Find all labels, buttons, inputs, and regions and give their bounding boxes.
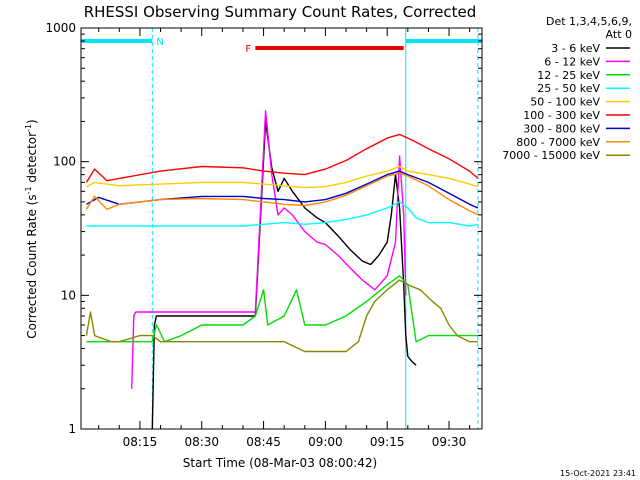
legend-label-1: 6 - 12 keV bbox=[544, 55, 600, 68]
y-axis-label-end: ) bbox=[25, 119, 39, 124]
x-tick-label-3: 09:00 bbox=[308, 435, 343, 449]
series-line-0 bbox=[151, 120, 417, 429]
y-axis-label-mid: detector bbox=[25, 132, 39, 187]
legend-label-2: 12 - 25 keV bbox=[537, 69, 600, 82]
flag-label-2: F bbox=[245, 44, 251, 55]
y-tick-label-0: 1 bbox=[68, 422, 76, 436]
y-tick-label-1: 10 bbox=[61, 288, 76, 302]
series-line-1 bbox=[131, 110, 407, 389]
legend-header-line1: Det 1,3,4,5,6,9, bbox=[546, 15, 632, 28]
y-axis-label-main: Corrected Count Rate (s bbox=[25, 194, 39, 338]
x-tick-label-5: 09:30 bbox=[432, 435, 467, 449]
y-axis-label-sup1: -1 bbox=[24, 186, 33, 194]
night-lines bbox=[80, 28, 479, 429]
legend-label-8: 7000 - 15000 keV bbox=[502, 149, 600, 162]
series-line-7 bbox=[85, 172, 479, 216]
y-tick-label-2: 100 bbox=[53, 155, 76, 169]
series-group bbox=[85, 110, 479, 429]
x-tick-label-2: 08:45 bbox=[246, 435, 281, 449]
y-axis-label: Corrected Count Rate (s-1 detector-1) bbox=[24, 119, 39, 338]
legend-label-7: 800 - 7000 keV bbox=[516, 136, 600, 149]
x-tick-label-4: 09:15 bbox=[370, 435, 405, 449]
chart-title: RHESSI Observing Summary Count Rates, Co… bbox=[84, 3, 477, 21]
y-axis: 1 10 100 1000 bbox=[45, 21, 482, 436]
series-line-4 bbox=[86, 165, 479, 189]
legend-header-line2: Att 0 bbox=[606, 28, 632, 41]
series-line-6 bbox=[86, 170, 479, 209]
timestamp: 15-Oct-2021 23:41 bbox=[560, 469, 636, 478]
x-tick-label-1: 08:30 bbox=[184, 435, 219, 449]
series-line-5 bbox=[85, 133, 479, 183]
plot-frame bbox=[80, 27, 483, 430]
y-axis-label-sup2: -1 bbox=[24, 124, 33, 132]
x-axis-label: Start Time (08-Mar-03 08:00:42) bbox=[183, 456, 377, 470]
y-tick-label-3: 1000 bbox=[45, 21, 76, 35]
x-axis: 08:15 08:30 08:45 09:00 09:15 09:30 bbox=[98, 28, 471, 449]
x-tick-label-0: 08:15 bbox=[123, 435, 158, 449]
legend-label-0: 3 - 6 keV bbox=[551, 42, 600, 55]
legend-label-3: 25 - 50 keV bbox=[537, 82, 600, 95]
flag-label-0: N bbox=[156, 37, 163, 48]
legend-label-6: 300 - 800 keV bbox=[523, 122, 600, 135]
series-line-2 bbox=[86, 275, 478, 343]
legend-label-5: 100 - 300 keV bbox=[523, 109, 600, 122]
series-line-8 bbox=[85, 279, 478, 353]
series-line-3 bbox=[86, 201, 479, 227]
flag-bars: NF bbox=[81, 37, 482, 55]
legend-label-4: 50 - 100 keV bbox=[530, 96, 600, 109]
